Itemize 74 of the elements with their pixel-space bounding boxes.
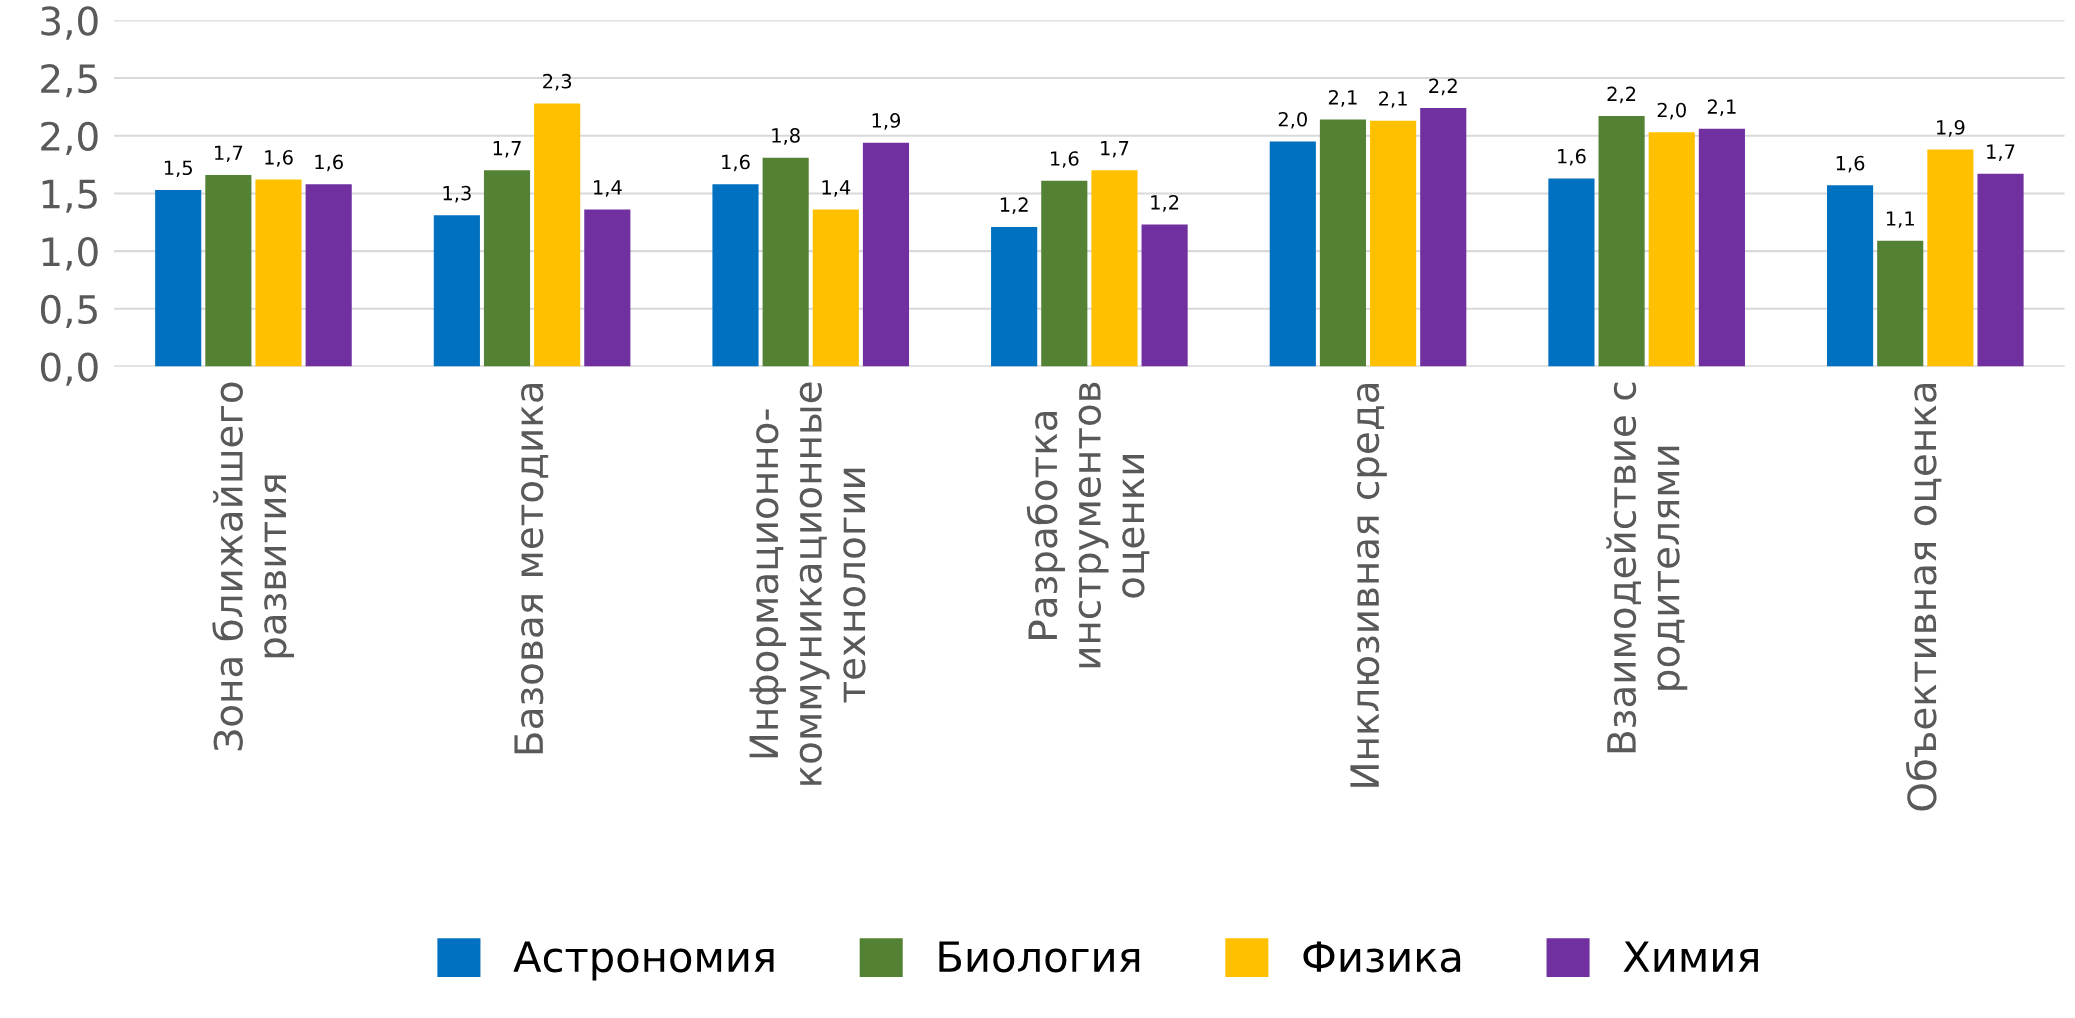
data-label: 1,2 bbox=[1000, 197, 1028, 214]
bar bbox=[862, 142, 910, 367]
data-label: 1,3 bbox=[443, 185, 471, 203]
data-label: 2,1 bbox=[1328, 89, 1357, 107]
data-label: 1,7 bbox=[493, 141, 521, 158]
data-label: 1,6 bbox=[1836, 155, 1865, 173]
bar bbox=[762, 157, 809, 367]
bar bbox=[1091, 170, 1138, 367]
y-tick-label: 0,0 bbox=[40, 352, 98, 386]
data-label: 2,1 bbox=[1379, 91, 1407, 108]
bar bbox=[1319, 119, 1367, 367]
data-label: 1,6 bbox=[315, 154, 343, 172]
bar bbox=[205, 174, 252, 367]
data-label: 1,2 bbox=[1151, 194, 1179, 212]
data-label: 1,6 bbox=[722, 154, 750, 172]
legend-label: Биология bbox=[939, 941, 1140, 973]
data-label: 2,0 bbox=[1657, 102, 1686, 120]
data-label: 1,4 bbox=[594, 180, 622, 197]
x-tick-label: Зона ближайшего развития bbox=[212, 382, 295, 751]
y-tick-label: 0,5 bbox=[40, 294, 97, 329]
bar bbox=[584, 209, 631, 367]
data-label: 1,1 bbox=[1886, 211, 1914, 228]
data-label: 1,7 bbox=[1101, 141, 1129, 158]
legend-label: Астрономия bbox=[513, 941, 774, 981]
data-label: 1,7 bbox=[1987, 144, 2015, 161]
bar bbox=[433, 215, 480, 367]
x-tick-label: Информационно- коммуникационные технологии bbox=[749, 382, 866, 785]
data-label: 1,9 bbox=[872, 113, 901, 130]
data-label: 1,6 bbox=[1050, 151, 1079, 168]
data-label: 2,1 bbox=[1707, 99, 1736, 116]
y-tick-label: 1,5 bbox=[42, 179, 97, 213]
data-label: 1,6 bbox=[1558, 148, 1586, 166]
bar bbox=[1977, 173, 2024, 367]
data-label: 2,3 bbox=[543, 73, 572, 91]
bar bbox=[1041, 180, 1088, 367]
data-label: 1,8 bbox=[772, 128, 800, 145]
x-tick-label: Взаимодействие с родителями bbox=[1606, 382, 1688, 753]
data-label: 1,9 bbox=[1937, 119, 1965, 137]
bar bbox=[1827, 185, 1874, 367]
data-label: 1,5 bbox=[164, 160, 192, 178]
bar bbox=[1269, 141, 1316, 367]
bar bbox=[1648, 132, 1695, 367]
legend-label: Физика bbox=[1303, 941, 1461, 973]
data-label: 2,0 bbox=[1278, 111, 1307, 129]
data-label: 2,2 bbox=[1429, 78, 1457, 96]
y-tick-label: 2,0 bbox=[41, 121, 98, 156]
bar bbox=[812, 209, 859, 367]
data-label: 2,2 bbox=[1607, 86, 1636, 104]
bar bbox=[534, 103, 581, 367]
bar bbox=[305, 184, 352, 367]
bar bbox=[155, 189, 202, 367]
bar bbox=[255, 179, 302, 367]
bar bbox=[483, 170, 531, 367]
y-tick-label: 3,0 bbox=[41, 6, 98, 40]
x-tick-label: Инклюзивная среда bbox=[1350, 383, 1387, 787]
x-tick-label: Объективная оценка bbox=[1905, 383, 1942, 811]
bar bbox=[1420, 108, 1467, 367]
data-label: 1,7 bbox=[215, 145, 243, 163]
bar bbox=[1548, 178, 1595, 367]
data-label: 1,6 bbox=[265, 149, 293, 167]
bar bbox=[1141, 224, 1188, 367]
data-label: 1,4 bbox=[822, 180, 851, 197]
bar bbox=[1877, 240, 1924, 367]
bar bbox=[712, 184, 759, 367]
bar bbox=[991, 226, 1038, 367]
y-tick-label: 2,5 bbox=[41, 63, 97, 98]
y-tick-label: 1,0 bbox=[42, 237, 98, 271]
legend-label: Химия bbox=[1623, 941, 1758, 972]
bar bbox=[1698, 128, 1745, 367]
bar bbox=[1927, 149, 1974, 367]
bar bbox=[1370, 120, 1417, 367]
bar bbox=[1598, 116, 1645, 367]
x-tick-label: Разработка инструментов оценки bbox=[1026, 382, 1150, 668]
x-tick-label: Базовая методика bbox=[514, 383, 549, 754]
